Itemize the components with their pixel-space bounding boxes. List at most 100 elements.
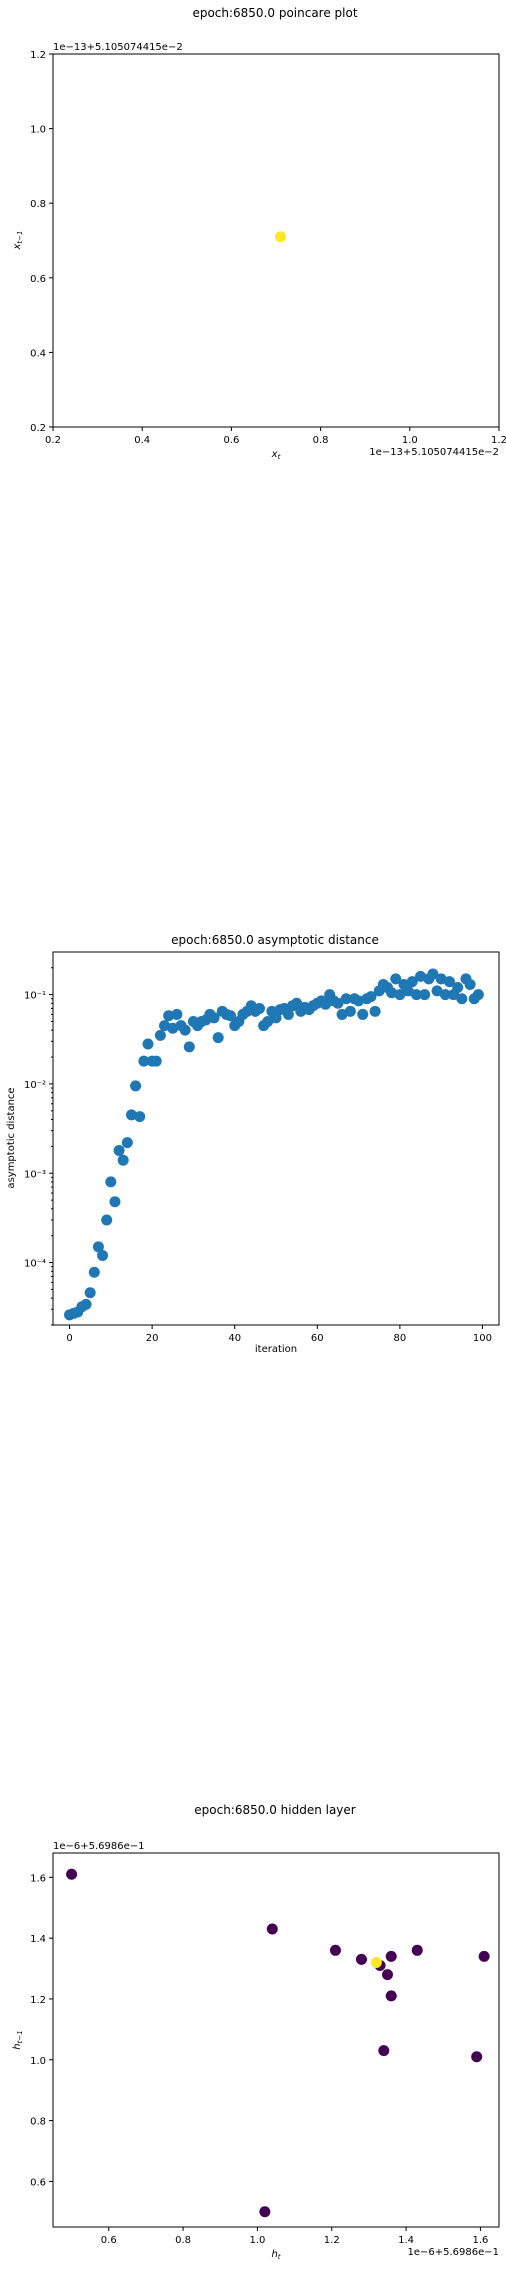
- data-point: [355, 1953, 367, 1965]
- x-tick-label: 1.0: [402, 435, 418, 446]
- data-point: [472, 989, 484, 1001]
- y-tick-label: 10⁻¹: [24, 991, 46, 1002]
- x-tick-label: 1.6: [472, 2235, 488, 2246]
- data-point: [365, 991, 377, 1003]
- x-axis-label: xt: [271, 449, 281, 461]
- x-tick-label: 20: [146, 1333, 159, 1344]
- x-offset-label: 1e−13+5.105074415e−2: [369, 447, 499, 458]
- data-point: [282, 1008, 294, 1020]
- data-point: [385, 1950, 397, 1962]
- x-tick-label: 1.4: [398, 2235, 414, 2246]
- data-point: [167, 1022, 179, 1034]
- x-offset-label: 1e−6+5.6986e−1: [407, 2247, 499, 2258]
- data-point: [121, 1137, 133, 1149]
- data-point: [471, 2051, 483, 2063]
- y-tick-label: 0.4: [30, 348, 46, 359]
- data-point: [130, 1080, 142, 1092]
- data-point: [329, 1944, 341, 1956]
- y-tick-label: 10⁻⁴: [24, 1259, 46, 1270]
- data-point: [84, 1287, 96, 1299]
- x-tick-label: 0.6: [101, 2235, 117, 2246]
- data-point: [266, 1923, 278, 1935]
- data-point: [402, 985, 414, 997]
- data-point: [394, 989, 406, 1001]
- data-point: [138, 1055, 150, 1067]
- y-axis-label: ht−1: [12, 2030, 24, 2049]
- data-point: [274, 231, 286, 243]
- y-tick-label: 1.0: [30, 125, 46, 136]
- data-point: [439, 989, 451, 1001]
- data-point: [80, 1298, 92, 1310]
- x-tick-label: 0.8: [313, 435, 329, 446]
- data-point: [171, 1008, 183, 1020]
- data-point: [456, 993, 468, 1005]
- plot-area: [52, 951, 500, 1326]
- data-point: [159, 1020, 170, 1032]
- data-point: [225, 1010, 237, 1022]
- data-point: [353, 995, 365, 1007]
- data-point: [150, 1055, 162, 1067]
- plot-area: [52, 1852, 500, 2228]
- y-tick-label: 10⁻³: [24, 1169, 46, 1180]
- plot-area: [52, 53, 500, 428]
- poincare-plot: epoch:6850.0 poincare plot 1e−13+5.10507…: [12, 6, 506, 461]
- data-point: [410, 989, 422, 1001]
- x-tick-label: 100: [473, 1333, 492, 1344]
- data-point: [88, 1266, 100, 1278]
- y-axis-label: asymptotic distance: [6, 1087, 17, 1188]
- data-point: [332, 997, 344, 1009]
- hidden-layer-plot: epoch:6850.0 hidden layer 1e−6+5.6986e−1…: [12, 1803, 500, 2261]
- y-offset-label: 1e−6+5.6986e−1: [53, 1841, 145, 1852]
- data-point: [66, 1868, 78, 1880]
- data-point: [163, 1010, 175, 1022]
- y-tick-label: 0.6: [30, 274, 46, 285]
- data-point: [390, 973, 402, 985]
- data-point: [386, 987, 398, 999]
- data-point: [270, 1012, 282, 1024]
- chart-title: epoch:6850.0 hidden layer: [194, 1803, 356, 1817]
- data-point: [320, 998, 332, 1010]
- y-offset-label: 1e−13+5.105074415e−2: [53, 42, 183, 53]
- data-point: [336, 1008, 348, 1020]
- data-point: [142, 1038, 154, 1050]
- data-point: [411, 1944, 423, 1956]
- data-point: [415, 970, 427, 982]
- data-point: [370, 1956, 382, 1968]
- x-tick-label: 0.4: [134, 435, 150, 446]
- data-point: [113, 1144, 125, 1156]
- y-tick-label: 10⁻²: [24, 1080, 46, 1091]
- y-tick-label: 0.2: [30, 423, 46, 434]
- data-point: [378, 2045, 390, 2057]
- x-axis-label: iteration: [255, 1344, 297, 1355]
- x-tick-label: 1.0: [249, 2235, 265, 2246]
- x-tick-label: 1.2: [324, 2235, 340, 2246]
- data-point: [406, 976, 418, 988]
- chart-title: epoch:6850.0 poincare plot: [192, 6, 357, 20]
- data-point: [183, 1041, 195, 1053]
- y-axis-label: xt−1: [12, 231, 24, 251]
- data-point: [134, 1111, 146, 1123]
- data-point: [208, 1012, 220, 1024]
- data-point: [154, 1029, 166, 1041]
- y-tick-label: 1.0: [30, 2056, 46, 2067]
- chart-title: epoch:6850.0 asymptotic distance: [171, 933, 379, 947]
- data-point: [253, 1002, 265, 1014]
- x-tick-label: 40: [228, 1333, 241, 1344]
- y-tick-label: 1.2: [30, 50, 46, 61]
- data-point: [340, 993, 352, 1005]
- data-point: [357, 1008, 369, 1020]
- data-point: [125, 1109, 137, 1121]
- data-point: [427, 968, 439, 980]
- data-point: [109, 1196, 121, 1208]
- data-point: [344, 1005, 356, 1017]
- x-tick-label: 0.8: [175, 2235, 191, 2246]
- data-point: [431, 985, 443, 997]
- data-point: [212, 1032, 224, 1044]
- asymptotic-distance-plot: epoch:6850.0 asymptotic distance 0 20 40 60…: [6, 933, 500, 1355]
- data-point: [369, 1005, 381, 1017]
- y-tick-label: 1.6: [30, 1873, 46, 1884]
- x-tick-label: 60: [311, 1333, 324, 1344]
- data-point: [117, 1154, 129, 1166]
- x-axis-label: ht: [271, 2249, 280, 2261]
- y-tick-label: 1.2: [30, 1995, 46, 2006]
